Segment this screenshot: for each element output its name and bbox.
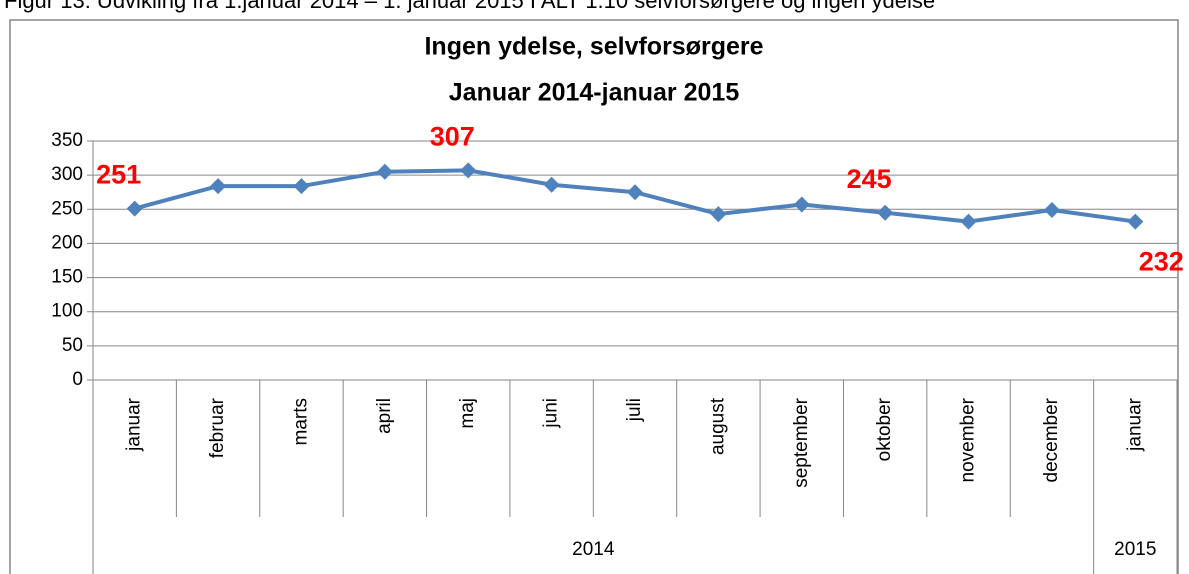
- marker: [1043, 201, 1060, 218]
- y-tick-label: 200: [51, 232, 83, 253]
- marker: [710, 206, 727, 223]
- data-label: 232: [1139, 247, 1184, 277]
- x-tick-label: oktober: [874, 397, 895, 461]
- marker: [1127, 213, 1144, 230]
- x-tick-label: marts: [290, 398, 311, 446]
- x-tick-label: december: [1041, 397, 1062, 482]
- x-tick-label: februar: [207, 397, 228, 458]
- marker: [376, 163, 393, 180]
- y-tick-label: 100: [51, 301, 83, 322]
- group-label: 2014: [572, 539, 615, 560]
- marker: [877, 204, 894, 221]
- x-tick-label: august: [707, 397, 728, 455]
- marker: [293, 178, 310, 195]
- y-tick-label: 250: [51, 198, 83, 219]
- chart-title: Ingen ydelse, selvforsørgere: [424, 33, 763, 61]
- x-tick-label: januar: [124, 397, 145, 451]
- marker: [627, 184, 643, 201]
- data-label: 251: [96, 160, 141, 190]
- data-label: 307: [430, 121, 475, 151]
- x-tick-label: maj: [457, 398, 478, 429]
- y-tick-label: 350: [51, 130, 83, 151]
- marker: [460, 162, 477, 179]
- marker: [543, 176, 560, 193]
- x-tick-label: september: [791, 397, 812, 487]
- y-tick-label: 50: [62, 335, 83, 356]
- y-tick-label: 0: [72, 369, 83, 390]
- marker: [126, 200, 143, 217]
- x-tick-label: april: [374, 398, 395, 434]
- x-tick-label: januar: [1124, 397, 1145, 451]
- x-tick-label: juli: [624, 398, 645, 422]
- chart-border: [9, 19, 1179, 574]
- y-tick-label: 150: [51, 267, 83, 288]
- figure-caption: Figur 13: Udvikling fra 1.januar 2014 – …: [4, 0, 935, 13]
- marker: [210, 178, 227, 195]
- data-label: 245: [847, 164, 892, 194]
- group-label: 2015: [1114, 539, 1156, 560]
- marker: [960, 213, 977, 230]
- x-tick-label: juni: [541, 398, 562, 429]
- x-tick-label: november: [958, 397, 979, 482]
- marker: [793, 196, 810, 213]
- y-tick-label: 300: [51, 164, 83, 185]
- chart-subtitle: Januar 2014-januar 2015: [449, 79, 740, 107]
